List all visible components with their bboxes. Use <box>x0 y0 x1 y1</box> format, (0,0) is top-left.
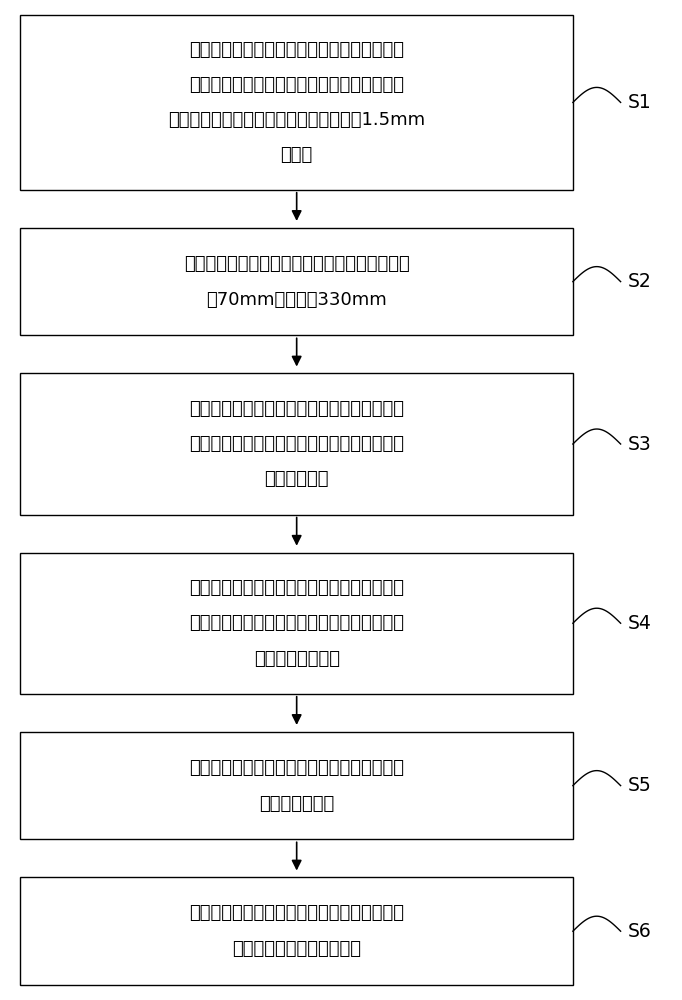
Text: S3: S3 <box>627 435 651 454</box>
Text: 电磁阀一预设次数: 电磁阀一预设次数 <box>254 650 340 668</box>
Bar <box>20 228 573 335</box>
Text: 于70mm且不高于330mm: 于70mm且不高于330mm <box>206 291 387 309</box>
Text: 的针头: 的针头 <box>280 146 313 164</box>
Text: S1: S1 <box>627 93 651 112</box>
Text: 于一水箱的直通阀门，并自该高水压电磁阀的: 于一水箱的直通阀门，并自该高水压电磁阀的 <box>189 76 404 94</box>
Text: 压电磁阀的低水压密封性能: 压电磁阀的低水压密封性能 <box>232 940 361 958</box>
Bar <box>20 373 573 515</box>
Bar <box>20 732 573 839</box>
Text: S2: S2 <box>627 272 651 291</box>
Text: 针头处滴出的水: 针头处滴出的水 <box>259 795 334 813</box>
Text: 测量从针头处采集的水的水体积量以判断高水: 测量从针头处采集的水的水体积量以判断高水 <box>189 904 404 922</box>
Text: 再对高水压电磁阀通断一次并采集关闭状态下: 再对高水压电磁阀通断一次并采集关闭状态下 <box>189 759 404 777</box>
Text: 高水压电磁阀: 高水压电磁阀 <box>265 470 329 488</box>
Text: 出水口通过一第二水管连接一内径不超过1.5mm: 出水口通过一第二水管连接一内径不超过1.5mm <box>168 111 426 129</box>
Bar <box>20 553 573 694</box>
Bar <box>20 15 573 190</box>
Text: 打开高水压电磁阀一第一预设时长后，关闭高: 打开高水压电磁阀一第一预设时长后，关闭高 <box>189 579 404 597</box>
Text: 去直通阀门与针头之间的管路中的空气后关闭: 去直通阀门与针头之间的管路中的空气后关闭 <box>189 435 404 453</box>
Text: 往该水箱中注水，水面距离直通阀门的高度不低: 往该水箱中注水，水面距离直通阀门的高度不低 <box>183 255 410 273</box>
Text: 水压电磁阀一第二预设时长，重复通断高水压: 水压电磁阀一第二预设时长，重复通断高水压 <box>189 614 404 632</box>
Text: 将待测试的高水压电磁阀通过一第一水管连接: 将待测试的高水压电磁阀通过一第一水管连接 <box>189 41 404 59</box>
Text: S5: S5 <box>627 776 651 795</box>
Bar <box>20 877 573 985</box>
Text: 打开高水压电磁阀并打开直通阀门，待水流排: 打开高水压电磁阀并打开直通阀门，待水流排 <box>189 400 404 418</box>
Text: S6: S6 <box>627 922 651 941</box>
Text: S4: S4 <box>627 614 651 633</box>
